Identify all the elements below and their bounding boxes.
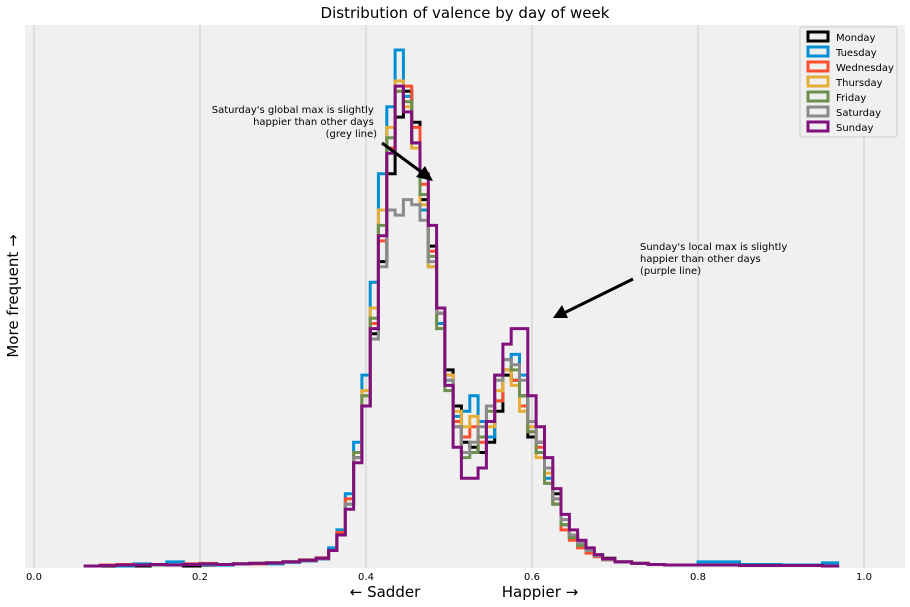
legend-swatch-saturday xyxy=(806,105,830,118)
y-axis-label: More frequent → xyxy=(4,234,22,357)
annotations-group: Saturday's global max is slightly happie… xyxy=(212,105,790,318)
legend-label-sunday: Sunday xyxy=(836,123,873,134)
legend: Monday Tuesday Wednesday Thursday Friday Satu… xyxy=(799,26,898,138)
series-group xyxy=(83,48,840,568)
x-tick-label-3: 0.6 xyxy=(524,572,540,583)
legend-label-saturday: Saturday xyxy=(836,108,881,119)
annotation-sunday-arrowhead xyxy=(553,305,568,318)
x-tick-label-0: 0.0 xyxy=(26,572,42,583)
legend-swatch-friday xyxy=(806,90,830,103)
legend-swatch-wednesday xyxy=(806,60,830,73)
legend-label-monday: Monday xyxy=(836,33,876,44)
legend-swatch-sunday xyxy=(806,120,830,133)
legend-label-wednesday: Wednesday xyxy=(836,63,894,74)
x-tick-labels: 0.0 0.2 0.4 0.6 0.8 1.0 xyxy=(26,572,872,583)
x-tick-label-4: 0.8 xyxy=(690,572,706,583)
x-tick-label-1: 0.2 xyxy=(192,572,208,583)
annotation-sunday-arrow xyxy=(563,277,634,315)
legend-swatch-monday xyxy=(806,30,830,43)
x-tick-label-2: 0.4 xyxy=(358,572,374,583)
legend-label-thursday: Thursday xyxy=(835,78,883,89)
x-tick-label-5: 1.0 xyxy=(856,572,872,583)
annotation-saturday-arrowhead xyxy=(416,166,433,181)
x-axis-label-right: Happier → xyxy=(502,583,578,601)
annotation-sunday: Sunday's local max is slightly happier t… xyxy=(640,242,790,277)
x-axis-label-left: ← Sadder xyxy=(350,583,421,601)
chart-title: Distribution of valence by day of week xyxy=(321,4,610,22)
legend-label-friday: Friday xyxy=(836,93,866,104)
legend-label-tuesday: Tuesday xyxy=(835,48,877,59)
legend-swatch-thursday xyxy=(806,75,830,88)
legend-swatch-tuesday xyxy=(806,45,830,58)
plot-background xyxy=(25,25,905,568)
series-sunday-line xyxy=(83,84,840,568)
annotation-saturday-arrow xyxy=(381,141,425,176)
annotation-saturday: Saturday's global max is slightly happie… xyxy=(212,105,377,140)
